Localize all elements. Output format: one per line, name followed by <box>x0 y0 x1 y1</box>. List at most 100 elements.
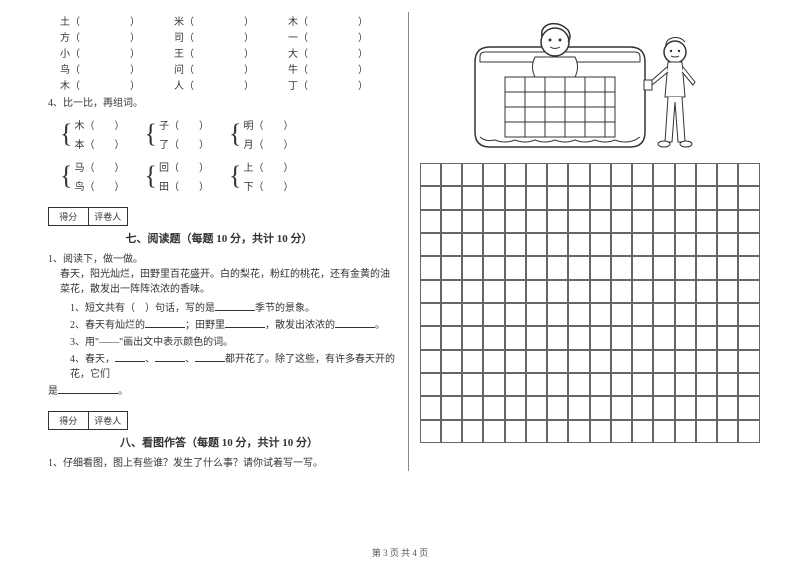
grid-cell <box>675 396 696 419</box>
grid-cell <box>568 163 589 186</box>
grid-cell <box>717 186 738 209</box>
grid-cell <box>717 420 738 443</box>
grid-cell <box>738 233 759 256</box>
grid-cell <box>568 420 589 443</box>
grid-cell <box>675 303 696 326</box>
grid-cell <box>590 396 611 419</box>
grid-cell <box>696 303 717 326</box>
grid-cell <box>590 420 611 443</box>
score-box-7: 得分 评卷人 <box>48 207 128 226</box>
grid-cell <box>547 420 568 443</box>
char: 一 <box>288 29 298 44</box>
grid-cell <box>420 396 441 419</box>
grid-cell <box>717 303 738 326</box>
grid-cell <box>505 186 526 209</box>
grid-cell <box>738 256 759 279</box>
grid-cell <box>738 303 759 326</box>
grid-cell <box>462 256 483 279</box>
grid-cell <box>483 326 504 349</box>
grid-cell <box>547 163 568 186</box>
grid-cell <box>738 350 759 373</box>
grp-char: 鸟 <box>74 182 84 193</box>
s7-paragraph: 春天，阳光灿烂，田野里百花盛开。白的梨花，粉红的桃花，还有金黄的油菜花，散发出一… <box>60 267 398 297</box>
grid-cell <box>738 163 759 186</box>
grid-cell <box>568 186 589 209</box>
char: 大 <box>288 45 298 60</box>
grid-cell <box>675 233 696 256</box>
section-7-title: 七、阅读题（每题 10 分，共计 10 分） <box>40 230 398 246</box>
grid-cell <box>483 256 504 279</box>
grid-cell <box>611 210 632 233</box>
grid-cell <box>632 256 653 279</box>
grid-cell <box>590 373 611 396</box>
page-footer: 第 3 页 共 4 页 <box>0 546 800 559</box>
grid-cell <box>505 326 526 349</box>
grid-cell <box>568 233 589 256</box>
grid-cell <box>568 326 589 349</box>
grp-char: 明 <box>243 121 253 132</box>
grid-cell <box>526 350 547 373</box>
writing-grid <box>420 163 760 443</box>
left-column: 土（） 米（） 木（） 方（） 司（） 一（） 小（） 王（） 大（） 鸟（） … <box>40 12 398 471</box>
grid-cell <box>611 233 632 256</box>
grid-cell <box>696 350 717 373</box>
text: 1、短文共有（ ）句话，写的是 <box>70 303 215 314</box>
grid-cell <box>526 186 547 209</box>
grid-cell <box>696 186 717 209</box>
grid-cell <box>462 163 483 186</box>
grid-cell <box>738 186 759 209</box>
grid-cell <box>632 186 653 209</box>
grid-cell <box>441 233 462 256</box>
grid-cell <box>505 233 526 256</box>
grid-cell <box>526 420 547 443</box>
grid-cell <box>632 420 653 443</box>
grid-cell <box>653 163 674 186</box>
group-set-2: { 马（ ） 鸟（ ） { 回（ ） 田（ ） { 上（ ） 下（ ） <box>60 159 398 193</box>
grid-cell <box>590 256 611 279</box>
grid-cell <box>526 373 547 396</box>
score-box-8: 得分 评卷人 <box>48 411 128 430</box>
char-row-5: 木（） 人（） 丁（） <box>40 77 398 92</box>
grid-cell <box>590 233 611 256</box>
grid-cell <box>441 420 462 443</box>
char: 小 <box>60 45 70 60</box>
text: ，散发出浓浓的 <box>265 320 335 331</box>
grid-cell <box>738 326 759 349</box>
grid-cell <box>462 350 483 373</box>
s7-sub2: 2、春天有灿烂的；田野里，散发出浓浓的。 <box>70 316 398 331</box>
grid-cell <box>526 256 547 279</box>
grid-cell <box>483 186 504 209</box>
char: 鸟 <box>60 61 70 76</box>
grid-cell <box>462 233 483 256</box>
grid-cell <box>505 350 526 373</box>
grid-cell <box>675 186 696 209</box>
grid-cell <box>462 396 483 419</box>
grid-cell <box>441 210 462 233</box>
grid-cell <box>568 396 589 419</box>
char: 方 <box>60 29 70 44</box>
grid-cell <box>547 233 568 256</box>
s7-sub1: 1、短文共有（ ）句话，写的是季节的景象。 <box>70 299 398 314</box>
char: 米 <box>174 13 184 28</box>
grid-cell <box>526 210 547 233</box>
grid-cell <box>547 350 568 373</box>
grid-cell <box>568 280 589 303</box>
grid-cell <box>590 186 611 209</box>
right-column <box>408 12 760 471</box>
grid-cell <box>653 280 674 303</box>
grid-cell <box>653 233 674 256</box>
grid-cell <box>675 420 696 443</box>
char: 牛 <box>288 61 298 76</box>
grid-cell <box>632 303 653 326</box>
grid-cell <box>441 350 462 373</box>
grid-cell <box>717 280 738 303</box>
grid-cell <box>653 210 674 233</box>
bed-illustration <box>460 12 720 157</box>
grid-cell <box>696 396 717 419</box>
grid-cell <box>653 256 674 279</box>
grid-cell <box>420 256 441 279</box>
grid-cell <box>590 210 611 233</box>
grid-cell <box>696 373 717 396</box>
grid-cell <box>568 210 589 233</box>
grid-cell <box>611 256 632 279</box>
